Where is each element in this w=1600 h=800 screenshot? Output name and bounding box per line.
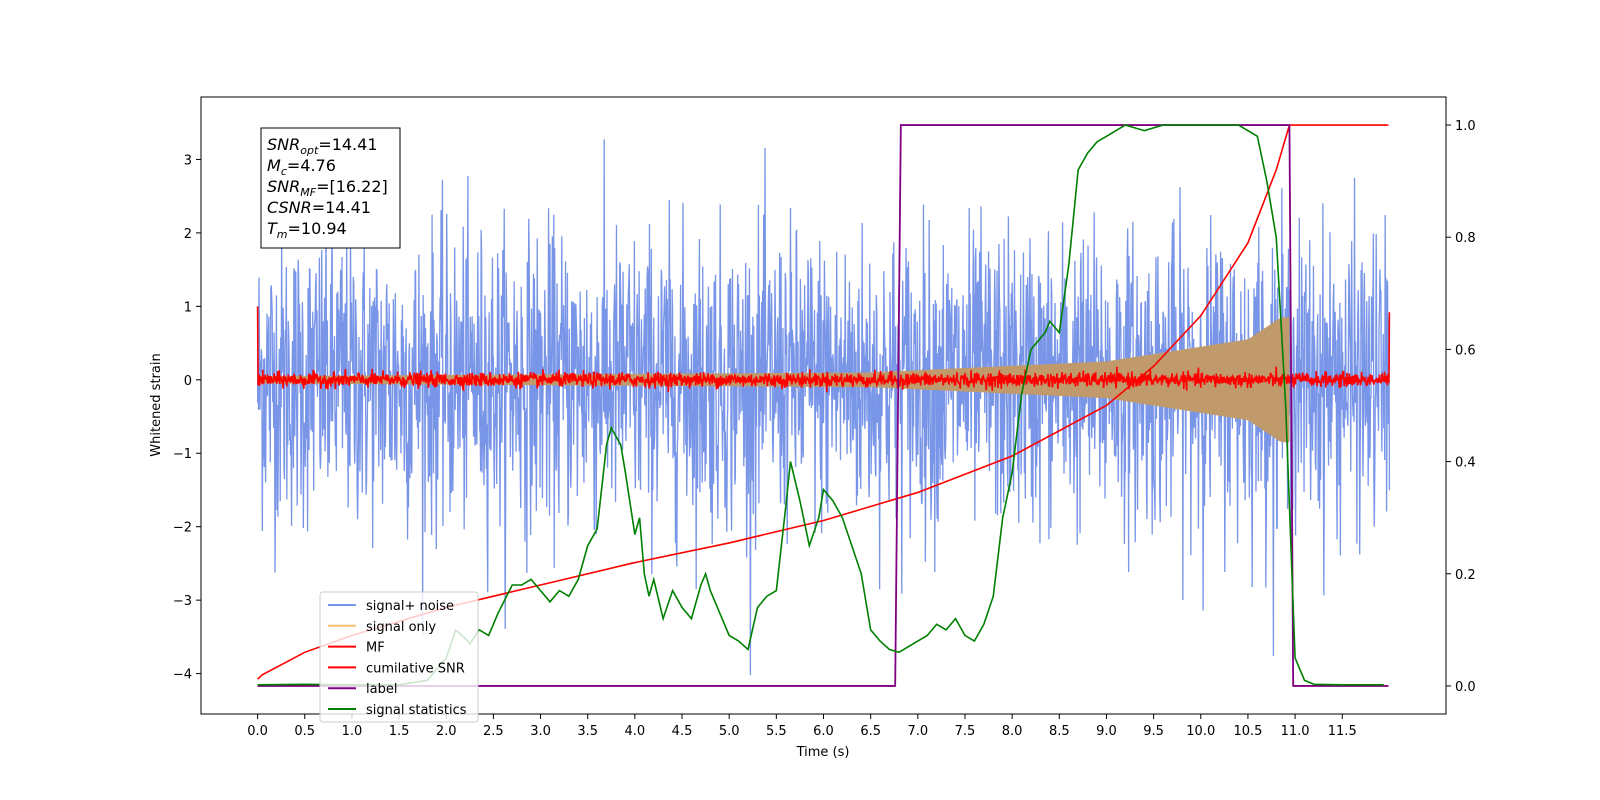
x-tick-label: 0.5 [294, 724, 315, 739]
stats-annotation-box: SNRopt=14.41Mc=4.76SNRMF=[16.22]CSNR=14.… [260, 127, 401, 249]
series-label-line [257, 124, 1389, 687]
y-axis-label: Whitened strain [149, 353, 164, 456]
x-axis-label: Time (s) [796, 745, 850, 760]
x-tick-label: 4.5 [672, 724, 693, 739]
x-tick-label: 10.0 [1186, 724, 1215, 739]
legend-entry-label: signal+ noise [366, 599, 454, 614]
legend-frame [319, 591, 479, 723]
x-tick-label: 6.5 [860, 724, 881, 739]
annotation-value: =10.94 [288, 219, 347, 238]
y2-tick-label: 0.2 [1455, 568, 1476, 583]
annotation-symbol: T [267, 219, 278, 238]
x-tick-label: 8.5 [1049, 724, 1070, 739]
y-tick-label: −3 [173, 594, 192, 609]
y2-tick-label: 0.8 [1455, 231, 1476, 246]
annotation-line: Tm=10.94 [267, 219, 347, 241]
legend-entry-label: signal statistics [366, 703, 467, 718]
x-tick-label: 1.0 [342, 724, 363, 739]
annotation-line: SNRopt=14.41 [267, 135, 378, 157]
y2-tick-label: 0.4 [1455, 456, 1476, 471]
annotation-line: CSNR=14.41 [267, 198, 371, 217]
y-axis-left: 3 2 1 0 −1 −2 −3 −4 [173, 153, 201, 683]
x-tick-label: 3.5 [577, 724, 598, 739]
x-tick-label: 5.5 [766, 724, 787, 739]
annotation-line: Mc=4.76 [267, 156, 336, 178]
y-tick-label: 0 [184, 374, 192, 389]
annotation-symbol: CSNR [267, 198, 312, 217]
legend-entry-label: MF [366, 641, 385, 656]
x-tick-label: 1.5 [389, 724, 410, 739]
x-tick-label: 11.0 [1281, 724, 1310, 739]
annotation-value: =14.41 [312, 198, 371, 217]
x-tick-label: 0.0 [247, 724, 268, 739]
x-tick-label: 3.0 [530, 724, 551, 739]
x-tick-label: 2.5 [483, 724, 504, 739]
annotation-frame [260, 127, 401, 249]
x-tick-label: 7.0 [907, 724, 928, 739]
x-tick-label: 8.0 [1002, 724, 1023, 739]
annotation-value: =4.76 [287, 156, 336, 175]
y-tick-label: −2 [173, 521, 192, 536]
legend-entry-label: cumilative SNR [366, 661, 465, 676]
legend-entry-label: label [366, 682, 397, 697]
y2-tick-label: 0.0 [1455, 680, 1476, 695]
annotation-line: SNRMF=[16.22] [267, 177, 388, 199]
y-tick-label: −4 [173, 668, 192, 683]
x-tick-label: 4.0 [625, 724, 646, 739]
x-tick-label: 11.5 [1328, 724, 1357, 739]
annotation-symbol: M [267, 156, 281, 175]
series-signal-statistics-line [257, 124, 1384, 686]
annotation-value: =[16.22] [316, 177, 388, 196]
y-tick-label: −1 [173, 447, 192, 462]
x-tick-label: 5.0 [719, 724, 740, 739]
x-tick-label: 6.0 [813, 724, 834, 739]
x-axis: 0.0 0.5 1.0 1.5 2.0 2.5 3.0 3.5 4.0 4.5 5.0 5.5 6.0 6… [247, 714, 1357, 739]
y-tick-label: 1 [184, 300, 192, 315]
y-tick-label: 3 [184, 153, 192, 168]
x-tick-label: 2.0 [436, 724, 457, 739]
y-axis-right: 1.0 0.8 0.6 0.4 0.2 0.0 [1446, 119, 1476, 695]
annotation-subscript: opt [300, 144, 319, 157]
x-tick-label: 9.5 [1143, 724, 1164, 739]
legend: signal+ noise signal only MF cumilative SNR… [319, 591, 479, 723]
annotation-value: =14.41 [318, 135, 377, 154]
annotation-subscript: m [277, 228, 288, 241]
x-tick-label: 9.0 [1096, 724, 1117, 739]
y-tick-label: 2 [184, 227, 192, 242]
legend-entry-label: signal only [366, 620, 436, 635]
y2-tick-label: 1.0 [1455, 119, 1476, 134]
y2-tick-label: 0.6 [1455, 343, 1476, 358]
x-tick-label: 10.5 [1233, 724, 1262, 739]
annotation-subscript: MF [300, 186, 316, 199]
annotation-subscript: c [281, 165, 287, 178]
x-tick-label: 7.5 [955, 724, 976, 739]
annotation-symbol: SNR [267, 177, 300, 196]
annotation-symbol: SNR [267, 135, 300, 154]
series-mf-line [256, 306, 1391, 393]
